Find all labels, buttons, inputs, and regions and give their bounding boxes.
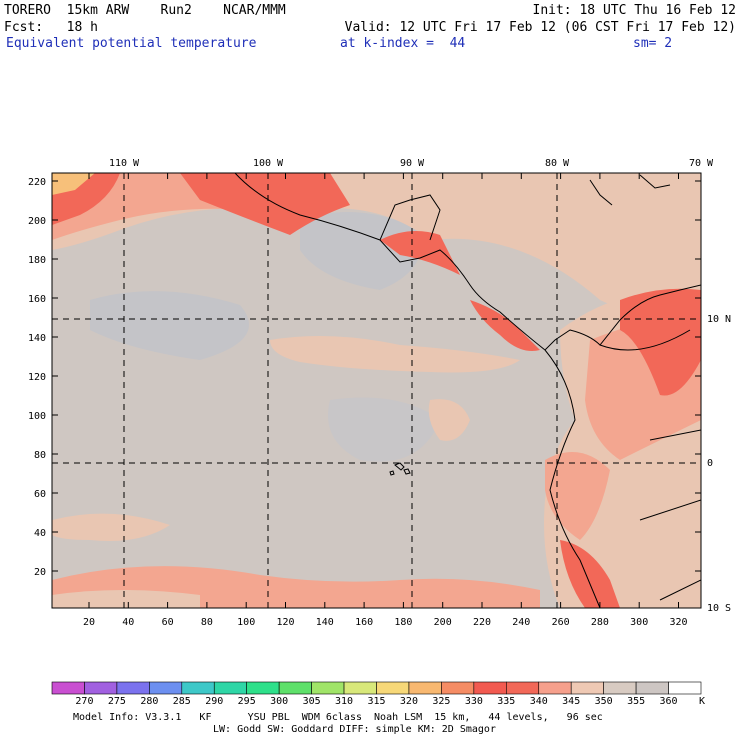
colorbar-swatch [84, 681, 118, 695]
model-info: Model Info: V3.3.1 KF YSU PBL WDM 6class… [73, 712, 603, 723]
colorbar-swatch [116, 681, 150, 695]
x-tick-label: 220 [473, 617, 491, 628]
y-tick-label: 180 [28, 255, 46, 266]
graticule [52, 173, 701, 608]
lat-label: 0 [707, 458, 713, 469]
colorbar-label: 325 [432, 696, 450, 707]
x-tick-label: 200 [434, 617, 452, 628]
colorbar-label: 340 [530, 696, 548, 707]
colorbar-swatch [149, 681, 183, 695]
colorbar-label: 300 [270, 696, 288, 707]
colorbar-swatch [246, 681, 280, 695]
lon-label: 70 W [689, 158, 714, 169]
colorbar-swatch [311, 681, 345, 695]
y-tick-label: 60 [34, 489, 46, 500]
map-frame [51, 172, 702, 609]
y-tick-label: 20 [34, 567, 46, 578]
x-tick-label: 20 [83, 617, 95, 628]
x-tick-label: 180 [394, 617, 412, 628]
colorbar-unit: K [699, 696, 705, 707]
x-tick-label: 240 [512, 617, 530, 628]
colorbar-label: 280 [140, 696, 158, 707]
y-tick-label: 160 [28, 294, 46, 305]
colorbar-swatch [570, 681, 604, 695]
colorbar-label: 350 [595, 696, 613, 707]
y-grid-ticks: 220 200 180 160 140 120 100 80 60 40 20 [28, 177, 701, 578]
colorbar-swatch [408, 681, 442, 695]
x-tick-label: 320 [669, 617, 687, 628]
colorbar-swatch [538, 681, 572, 695]
level-index: at k-index = 44 [340, 36, 466, 51]
colorbar-label: 290 [205, 696, 223, 707]
x-tick-label: 40 [122, 617, 134, 628]
colorbar-swatch [473, 681, 507, 695]
lon-label: 80 W [545, 158, 570, 169]
lon-label: 100 W [253, 158, 284, 169]
smoothing: sm= 2 [633, 36, 673, 51]
colorbar-label: 275 [108, 696, 126, 707]
coastlines [234, 173, 701, 608]
colorbar-swatch [278, 681, 312, 695]
colorbar-label: 360 [660, 696, 678, 707]
y-tick-label: 100 [28, 411, 46, 422]
colorbar-label: 295 [238, 696, 256, 707]
lat-label: 10 N [707, 314, 731, 325]
x-tick-label: 300 [630, 617, 648, 628]
colorbar-label: 335 [497, 696, 515, 707]
x-tick-label: 120 [276, 617, 294, 628]
field-shading [52, 173, 701, 608]
colorbar-swatch [181, 681, 215, 695]
x-tick-label: 160 [355, 617, 373, 628]
init-time: Init: 18 UTC Thu 16 Feb 12 [532, 3, 737, 18]
colorbar-swatch [505, 681, 540, 695]
x-tick-label: 60 [162, 617, 174, 628]
model-run-title: TORERO 15km ARW Run2 NCAR/MMM [4, 3, 286, 18]
colorbar-label: 355 [627, 696, 645, 707]
y-tick-label: 40 [34, 528, 46, 539]
lon-label: 90 W [400, 158, 425, 169]
lon-labels: 110 W 100 W 90 W 80 W 70 W [109, 158, 714, 169]
lat-label: 10 S [707, 603, 731, 614]
colorbar-label: 315 [367, 696, 385, 707]
y-tick-label: 120 [28, 372, 46, 383]
x-tick-label: 260 [552, 617, 570, 628]
x-tick-label: 80 [201, 617, 213, 628]
y-tick-label: 200 [28, 216, 46, 227]
colorbar-label: 310 [335, 696, 353, 707]
colorbar-label: 320 [400, 696, 418, 707]
x-grid-ticks: 20 40 60 80 100 120 140 160 180 200 220 240 260 280 30… [83, 173, 688, 628]
colorbar-swatch [51, 681, 85, 695]
colorbar-swatch [441, 681, 475, 695]
model-physics: LW: Godd SW: Goddard DIFF: simple KM: 2D… [213, 724, 496, 735]
colorbar-swatch [343, 681, 377, 695]
x-tick-label: 280 [591, 617, 609, 628]
field-name: Equivalent potential temperature [6, 36, 257, 51]
y-tick-label: 220 [28, 177, 46, 188]
colorbar-label: 330 [465, 696, 483, 707]
y-tick-label: 140 [28, 333, 46, 344]
colorbar-label: 285 [173, 696, 191, 707]
valid-time: Valid: 12 UTC Fri 17 Feb 12 (06 CST Fri … [344, 20, 736, 35]
colorbar: 270 275 280 285 290 295 300 305 310 315 320 325 330 3… [51, 681, 705, 707]
lat-labels: 10 N 0 10 S [707, 314, 731, 614]
colorbar-swatch [376, 681, 410, 695]
colorbar-label: 345 [562, 696, 580, 707]
x-tick-label: 100 [237, 617, 255, 628]
colorbar-swatch [635, 681, 669, 695]
colorbar-swatch [668, 681, 702, 695]
forecast-hour: Fcst: 18 h [4, 20, 98, 35]
lon-label: 110 W [109, 158, 140, 169]
x-tick-label: 140 [316, 617, 334, 628]
colorbar-label: 305 [303, 696, 321, 707]
colorbar-swatch [213, 681, 248, 695]
y-tick-label: 80 [34, 450, 46, 461]
colorbar-swatch [603, 681, 637, 695]
colorbar-label: 270 [75, 696, 93, 707]
